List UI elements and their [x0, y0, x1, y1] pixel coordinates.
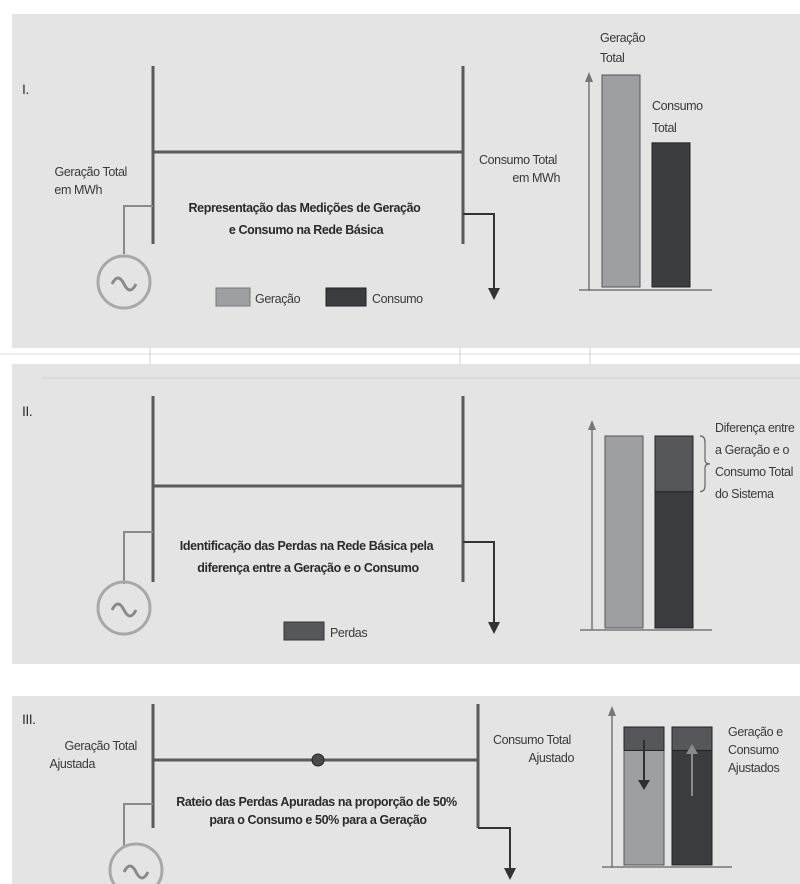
panel-3: III. Geração Total Ajustada Consumo Tota…: [12, 696, 800, 884]
panel-1: I. Geração Total em MWh Consumo Total em…: [12, 14, 800, 348]
bar-geracao: [604, 435, 644, 629]
down-arrow-icon: [638, 740, 650, 790]
up-arrow-icon: [686, 744, 698, 796]
chart-1-axis-arrow-icon: [585, 72, 593, 82]
difference-annotation: Diferença entre a Geração e o Consumo To…: [715, 421, 798, 501]
panel-separator: [0, 348, 800, 364]
bar-geracao-total: [601, 74, 641, 288]
legend-label-geracao: Geração: [255, 292, 301, 306]
generator-icon: [96, 580, 152, 636]
consumption-total-label: Consumo Total em MWh: [479, 153, 560, 185]
panel-3-roman-numeral: III.: [22, 711, 36, 727]
loss-split-node-icon: [311, 753, 325, 767]
legend-label-consumo: Consumo: [372, 292, 423, 306]
chart-2-axis-arrow-icon: [588, 420, 596, 430]
legend-swatch-perdas: [283, 621, 325, 641]
load-arrow-icon: [488, 288, 500, 300]
panel-2: II. Identificação das Perdas na Rede Bás…: [12, 364, 800, 664]
legend-swatch-geracao: [215, 287, 251, 307]
panel-3-caption: Rateio das Perdas Apuradas na proporção …: [176, 795, 460, 827]
bar-perdas-segment: [654, 435, 694, 493]
legend-label-perdas: Perdas: [330, 626, 367, 640]
generator-feeder: [123, 803, 153, 846]
load-feeder: [463, 541, 495, 626]
panel-1-diagram: I. Geração Total em MWh Consumo Total em…: [22, 31, 712, 310]
bar-consumo-total: [651, 142, 691, 288]
generation-total-label: Geração Total em MWh: [54, 165, 130, 197]
bar-label-geracao: Geração Total: [600, 31, 648, 65]
panel-1-caption: Representação das Medições de Geração e …: [189, 201, 424, 237]
generator-icon: [96, 254, 152, 310]
adjusted-annotation: Geração e Consumo Ajustados: [728, 725, 786, 775]
perdas-brace: [699, 435, 711, 493]
panel-3-diagram: III. Geração Total Ajustada Consumo Tota…: [22, 704, 786, 884]
load-arrow-icon: [504, 868, 516, 880]
panel-2-diagram: II. Identificação das Perdas na Rede Bás…: [22, 377, 800, 641]
generator-feeder: [123, 205, 153, 254]
panel-1-roman-numeral: I.: [22, 81, 29, 97]
generator-feeder: [123, 531, 153, 584]
load-feeder: [478, 827, 511, 872]
load-feeder: [463, 213, 495, 290]
chart-3-axis-arrow-icon: [608, 706, 616, 716]
load-arrow-icon: [488, 622, 500, 634]
consumption-adjusted-label: Consumo Total Ajustado: [493, 733, 574, 765]
legend-swatch-consumo: [325, 287, 367, 307]
panel-2-caption: Identificação das Perdas na Rede Básica …: [180, 539, 436, 575]
panel-2-roman-numeral: II.: [22, 403, 32, 419]
generator-icon: [108, 842, 164, 884]
generation-adjusted-label: Geração Total Ajustada: [50, 739, 140, 771]
bar-label-consumo: Consumo Total: [652, 99, 706, 135]
